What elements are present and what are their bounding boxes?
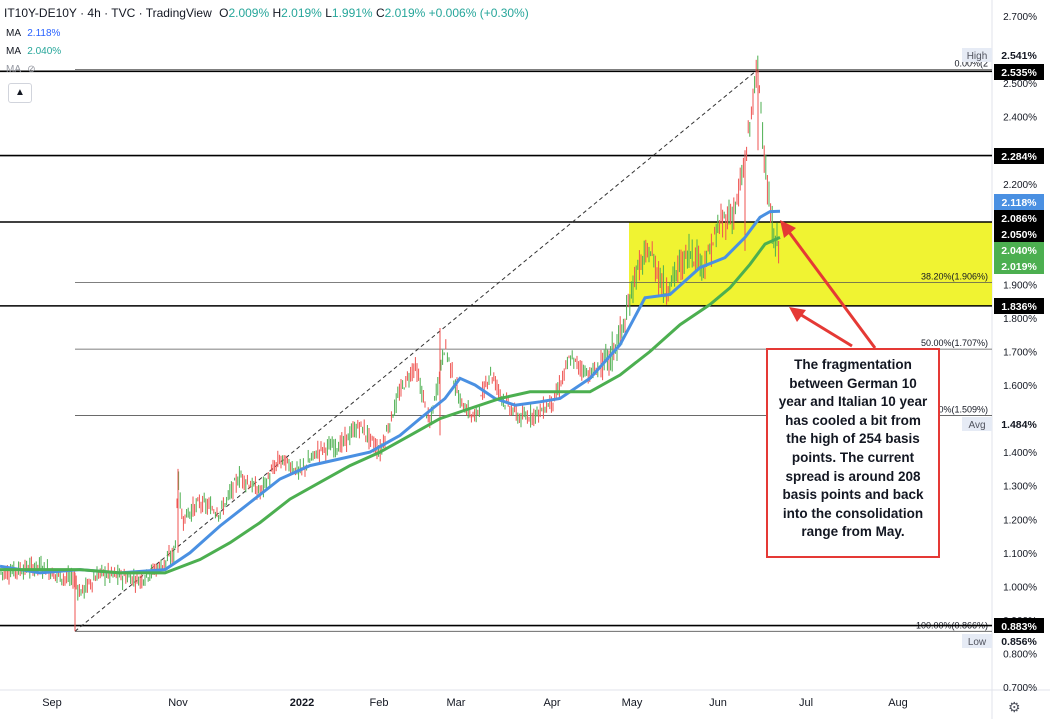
ma-fast-value: 2.118% xyxy=(27,28,61,39)
ma-fast-label: MA xyxy=(6,28,21,39)
price-tag xyxy=(994,194,1044,210)
y-tick-label: 2.700% xyxy=(1003,12,1037,23)
y-tick-label: 2.500% xyxy=(1003,79,1037,90)
x-tick-label: Jul xyxy=(799,697,813,709)
price-tag xyxy=(994,210,1044,226)
price-tag-label: 0.883% xyxy=(1001,621,1037,633)
annotation-textbox[interactable]: The fragmentation between German 10 year… xyxy=(766,348,940,558)
ma-slow-label: MA xyxy=(6,46,21,57)
x-tick-label: Mar xyxy=(447,697,466,709)
ma-slow-legend[interactable]: MA 2.040% xyxy=(6,46,61,57)
price-side-label: High xyxy=(967,51,988,62)
chart-legend-header: IT10Y-DE10Y · 4h · TVC · TradingView O2.… xyxy=(4,6,529,20)
ohlc-high: H2.019% xyxy=(272,6,322,20)
price-tag xyxy=(994,298,1044,314)
price-tag xyxy=(994,64,1044,80)
x-tick-label: Jun xyxy=(709,697,727,709)
collapse-legend-button[interactable]: ▲ xyxy=(8,83,32,103)
ma-fast-line xyxy=(0,209,781,575)
price-tag-label: 2.118% xyxy=(1001,197,1037,209)
y-tick-label: 0.800% xyxy=(1003,649,1037,660)
chevron-up-icon: ▲ xyxy=(15,87,25,98)
y-tick-label: 1.800% xyxy=(1003,314,1037,325)
fib-level-label: 0.00%(2 xyxy=(954,58,988,68)
price-tag-label: 1.836% xyxy=(1001,301,1037,313)
price-side-badge xyxy=(962,634,992,648)
ohlc-low: L1.991% xyxy=(325,6,373,20)
annotation-arrow-up xyxy=(784,227,877,349)
y-tick-label: 1.400% xyxy=(1003,448,1037,459)
price-side-badge xyxy=(962,417,992,431)
x-tick-label: 2022 xyxy=(290,697,314,709)
platform-label: TradingView xyxy=(145,6,212,20)
price-tag-label: 2.040% xyxy=(1001,245,1037,257)
annotation-arrow-left-head xyxy=(789,307,806,322)
y-tick-label: 2.400% xyxy=(1003,113,1037,124)
ohlc-open: O2.009% xyxy=(219,6,270,20)
symbol-title[interactable]: IT10Y-DE10Y xyxy=(4,6,77,20)
consolidation-range-box xyxy=(629,221,992,306)
fib-level-label: 38.20%(1.906%) xyxy=(921,271,988,281)
price-tag xyxy=(994,226,1044,242)
y-tick-label: 1.300% xyxy=(1003,482,1037,493)
ohlc-close: C2.019% xyxy=(375,6,426,20)
x-tick-label: Apr xyxy=(543,697,560,709)
source-label: TVC xyxy=(111,6,136,20)
price-tag-label: 2.086% xyxy=(1001,213,1037,225)
price-tag-label: 2.050% xyxy=(1001,229,1037,241)
timeframe-label[interactable]: 4h xyxy=(87,6,101,20)
x-tick-label: Aug xyxy=(888,697,908,709)
price-tag-label: 2.019% xyxy=(1001,261,1037,273)
ma-hidden-label: MA xyxy=(6,64,21,75)
annotation-arrow-left xyxy=(797,311,853,348)
ma-slow-line xyxy=(0,236,781,575)
price-tag xyxy=(994,47,1044,63)
ma-slow-value: 2.040% xyxy=(27,46,62,57)
price-tag-label: 2.284% xyxy=(1001,151,1037,163)
price-tag xyxy=(994,416,1044,432)
fib-level-label: 0%(1.509%) xyxy=(938,405,988,415)
price-tag xyxy=(994,618,1044,634)
y-tick-label: 0.700% xyxy=(1003,683,1037,694)
y-tick-label: 1.000% xyxy=(1003,582,1037,593)
ma-fast-legend[interactable]: MA 2.118% xyxy=(6,28,60,39)
y-tick-label: 1.600% xyxy=(1003,381,1037,392)
plot-area xyxy=(0,0,992,690)
y-tick-label: 2.200% xyxy=(1003,180,1037,191)
gear-icon[interactable]: ⚙ xyxy=(1008,699,1021,715)
price-tag-label: 2.535% xyxy=(1001,67,1037,79)
price-tag-label: 2.541% xyxy=(1001,50,1037,62)
fib-trend-line xyxy=(74,68,759,632)
price-tag xyxy=(994,242,1044,258)
price-side-badge xyxy=(962,48,992,62)
price-side-label: Avg xyxy=(968,420,985,431)
ohlc-change: +0.006% (+0.30%) xyxy=(428,6,529,20)
price-tag xyxy=(994,148,1044,164)
y-tick-label: 1.900% xyxy=(1003,280,1037,291)
annotation-arrow-up-head xyxy=(780,220,796,238)
price-side-label: Low xyxy=(968,637,987,648)
eye-off-icon[interactable]: ⊘ xyxy=(27,64,36,75)
x-tick-label: May xyxy=(622,697,643,709)
ma-hidden-legend[interactable]: MA ⊘ xyxy=(6,64,36,75)
y-tick-label: 1.100% xyxy=(1003,549,1037,560)
y-tick-label: 1.700% xyxy=(1003,348,1037,359)
price-tag-label: 1.484% xyxy=(1001,419,1037,431)
x-tick-label: Nov xyxy=(168,697,188,709)
price-tag xyxy=(994,633,1044,649)
x-tick-label: Feb xyxy=(370,697,389,709)
price-tag xyxy=(994,258,1044,274)
y-tick-label: 1.200% xyxy=(1003,515,1037,526)
x-tick-label: Sep xyxy=(42,697,62,709)
fib-level-label: 50.00%(1.707%) xyxy=(921,338,988,348)
price-tag-label: 0.856% xyxy=(1001,636,1037,648)
